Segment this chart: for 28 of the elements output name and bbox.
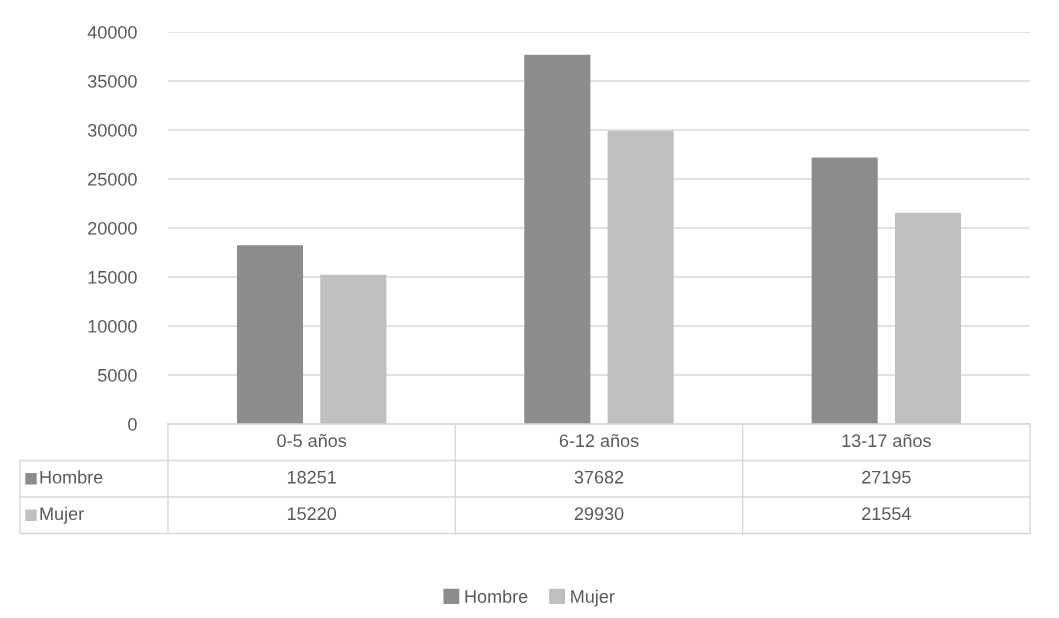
- y-tick-label: 15000: [88, 270, 137, 284]
- y-tick-label: 20000: [88, 221, 137, 235]
- data-label: 37682: [574, 470, 624, 484]
- data-label: 29930: [574, 507, 624, 521]
- bar: [320, 274, 387, 424]
- bar: [894, 212, 962, 424]
- y-tick-label: 40000: [87, 25, 137, 39]
- x-tick-label: 0-5 años: [277, 433, 347, 448]
- x-tick-label: 6-12 años: [559, 433, 639, 448]
- y-tick-label: 10000: [88, 319, 137, 333]
- y-tick-label: 0: [128, 417, 137, 431]
- legend-label: Hombre: [40, 470, 103, 484]
- y-tick-label: 25000: [88, 172, 137, 186]
- data-label: 27195: [862, 470, 911, 484]
- text: Hombre: [465, 589, 528, 603]
- bar: [236, 245, 304, 424]
- y-tick-label: 5000: [98, 368, 137, 382]
- data-label: 18251: [287, 470, 336, 484]
- x-tick-label: 13-17 años: [842, 433, 931, 448]
- bar: [811, 157, 878, 424]
- bar: [524, 54, 591, 424]
- y-tick-label: 35000: [87, 74, 137, 88]
- legend-label: Mujer: [571, 589, 615, 607]
- data-label: 21554: [862, 507, 911, 521]
- y-tick-label: 30000: [87, 123, 137, 137]
- data-label: 15220: [287, 507, 337, 521]
- bar: [607, 130, 674, 424]
- text: Mujer: [40, 506, 84, 524]
